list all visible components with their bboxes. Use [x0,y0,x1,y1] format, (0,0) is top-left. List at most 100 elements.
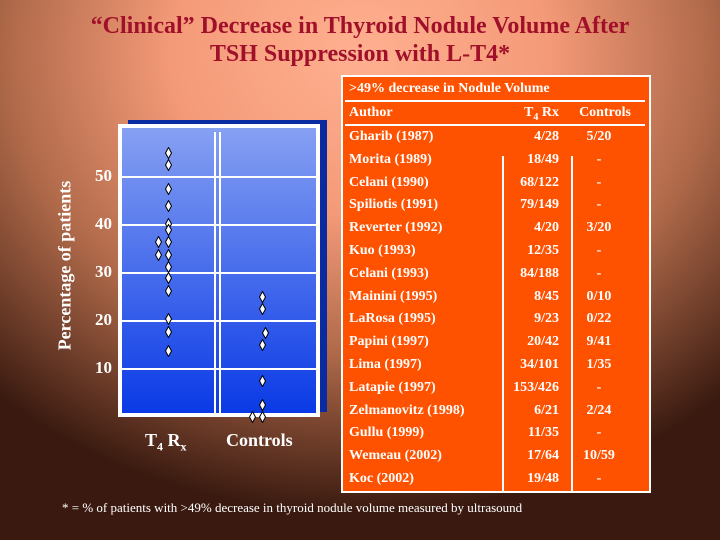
cell-t4: 20/42 [527,334,559,350]
table-caption: >49% decrease in Nodule Volume [349,81,550,96]
cell-t4: 9/23 [534,311,559,327]
table-row: Celani (1990) 68/122 - [343,172,649,195]
cell-author: Reverter (1992) [349,220,443,236]
cell-author: Celani (1993) [349,265,429,281]
data-point-t4 [164,146,172,159]
data-point-t4 [164,248,172,261]
y-tick-label: 30 [95,262,112,281]
slide-title: “Clinical” Decrease in Thyroid Nodule Vo… [0,12,720,68]
cell-controls: - [596,379,602,395]
cell-author: Gullu (1999) [349,425,425,441]
x-label-controls: Controls [226,430,293,450]
table-header-row: Author T4 Rx Controls [343,102,649,125]
column-divider [502,156,504,491]
column-divider [571,156,573,491]
table-row: Reverter (1992) 4/20 3/20 [343,217,649,240]
y-tick-label: 10 [95,358,112,377]
cell-controls: 10/59 [583,448,615,464]
data-point-controls [261,326,269,339]
cell-author: Kuo (1993) [349,243,416,258]
table-row: Gharib (1987) 4/28 5/20 [343,126,649,149]
cell-controls: 1/35 [586,357,612,372]
table-row: LaRosa (1995) 9/23 0/22 [343,308,649,331]
studies-table: >49% decrease in Nodule Volume Author T4… [341,75,651,493]
header-controls: Controls [579,105,631,120]
cell-controls: 3/20 [586,220,612,236]
y-axis-label: Percentage of patients [54,180,75,351]
cell-controls: - [596,425,602,441]
cell-author: Lima (1997) [349,357,422,372]
gridline [122,176,316,178]
footnote: * = % of patients with >49% decrease in … [62,500,523,515]
cell-author: Celani (1990) [349,174,429,190]
y-tick-label: 20 [95,310,112,329]
cell-t4: 4/20 [534,220,559,236]
gridline [122,320,316,322]
data-point-t4 [164,223,172,236]
title-line-1: “Clinical” Decrease in Thyroid Nodule Vo… [90,13,630,39]
data-point-t4 [164,236,172,249]
cell-t4: 6/21 [534,402,559,418]
cell-controls: 0/22 [586,311,612,327]
plot-area [118,124,320,423]
table-row: Latapie (1997) 153/426 - [343,377,649,400]
table-row: Koc (2002) 19/48 - [343,468,649,491]
data-point-t4 [164,284,172,297]
cell-author: Mainini (1995) [349,288,438,304]
gridline [122,368,316,370]
table-row: Kuo (1993) 12/35 - [343,240,649,263]
cell-controls: - [596,243,602,258]
cell-controls: 0/10 [586,288,612,304]
table-row: Gullu (1999) 11/35 - [343,422,649,445]
data-point-controls [258,339,266,352]
cell-controls: 5/20 [586,129,612,144]
cell-author: Papini (1997) [349,334,429,350]
cell-t4: 153/426 [513,379,559,395]
table-row: Morita (1989) 18/49 - [343,149,649,172]
cell-author: Gharib (1987) [349,129,434,144]
cell-t4: 84/188 [520,265,559,281]
x-label-t4: T4 Rx [145,430,187,454]
cell-author: Morita (1989) [349,151,432,167]
y-tick-label: 40 [95,214,112,233]
data-point-controls [258,411,266,423]
data-point-controls [248,411,256,423]
cell-controls: - [596,174,602,190]
cell-controls: - [596,265,602,281]
data-point-t4 [164,260,172,273]
header-t4: T4 Rx [524,105,559,123]
divider [345,124,645,126]
data-point-t4 [164,159,172,172]
data-point-t4 [164,345,172,358]
cell-author: Latapie (1997) [349,379,436,395]
cell-t4: 79/149 [520,197,559,213]
cell-controls: - [596,197,602,213]
table-row: Spiliotis (1991) 79/149 - [343,194,649,217]
table-row: Celani (1993) 84/188 - [343,263,649,286]
cell-controls: - [596,151,602,167]
divider [345,100,645,102]
cell-author: Spiliotis (1991) [349,197,439,213]
data-point-controls [258,399,266,412]
cell-controls: 2/24 [586,402,612,418]
data-point-t4 [164,182,172,195]
cell-t4: 34/101 [520,357,559,372]
data-point-t4 [154,248,162,261]
data-point-controls [258,303,266,316]
table-row: Wemeau (2002) 17/64 10/59 [343,445,649,468]
cell-author: LaRosa (1995) [349,311,436,327]
data-point-t4 [164,200,172,213]
gridline [122,272,316,274]
header-author: Author [349,105,393,120]
cell-controls: 9/41 [586,334,612,350]
cell-author: Wemeau (2002) [349,448,442,464]
data-point-controls [258,291,266,303]
table-row: Mainini (1995) 8/45 0/10 [343,286,649,309]
data-point-t4 [164,325,172,338]
data-point-t4 [154,236,162,249]
cell-controls: - [596,471,602,486]
cell-t4: 68/122 [520,174,559,190]
table-row: Lima (1997) 34/101 1/35 [343,354,649,377]
cell-t4: 18/49 [527,151,559,167]
title-line-2: TSH Suppression with L-T4* [209,41,511,67]
